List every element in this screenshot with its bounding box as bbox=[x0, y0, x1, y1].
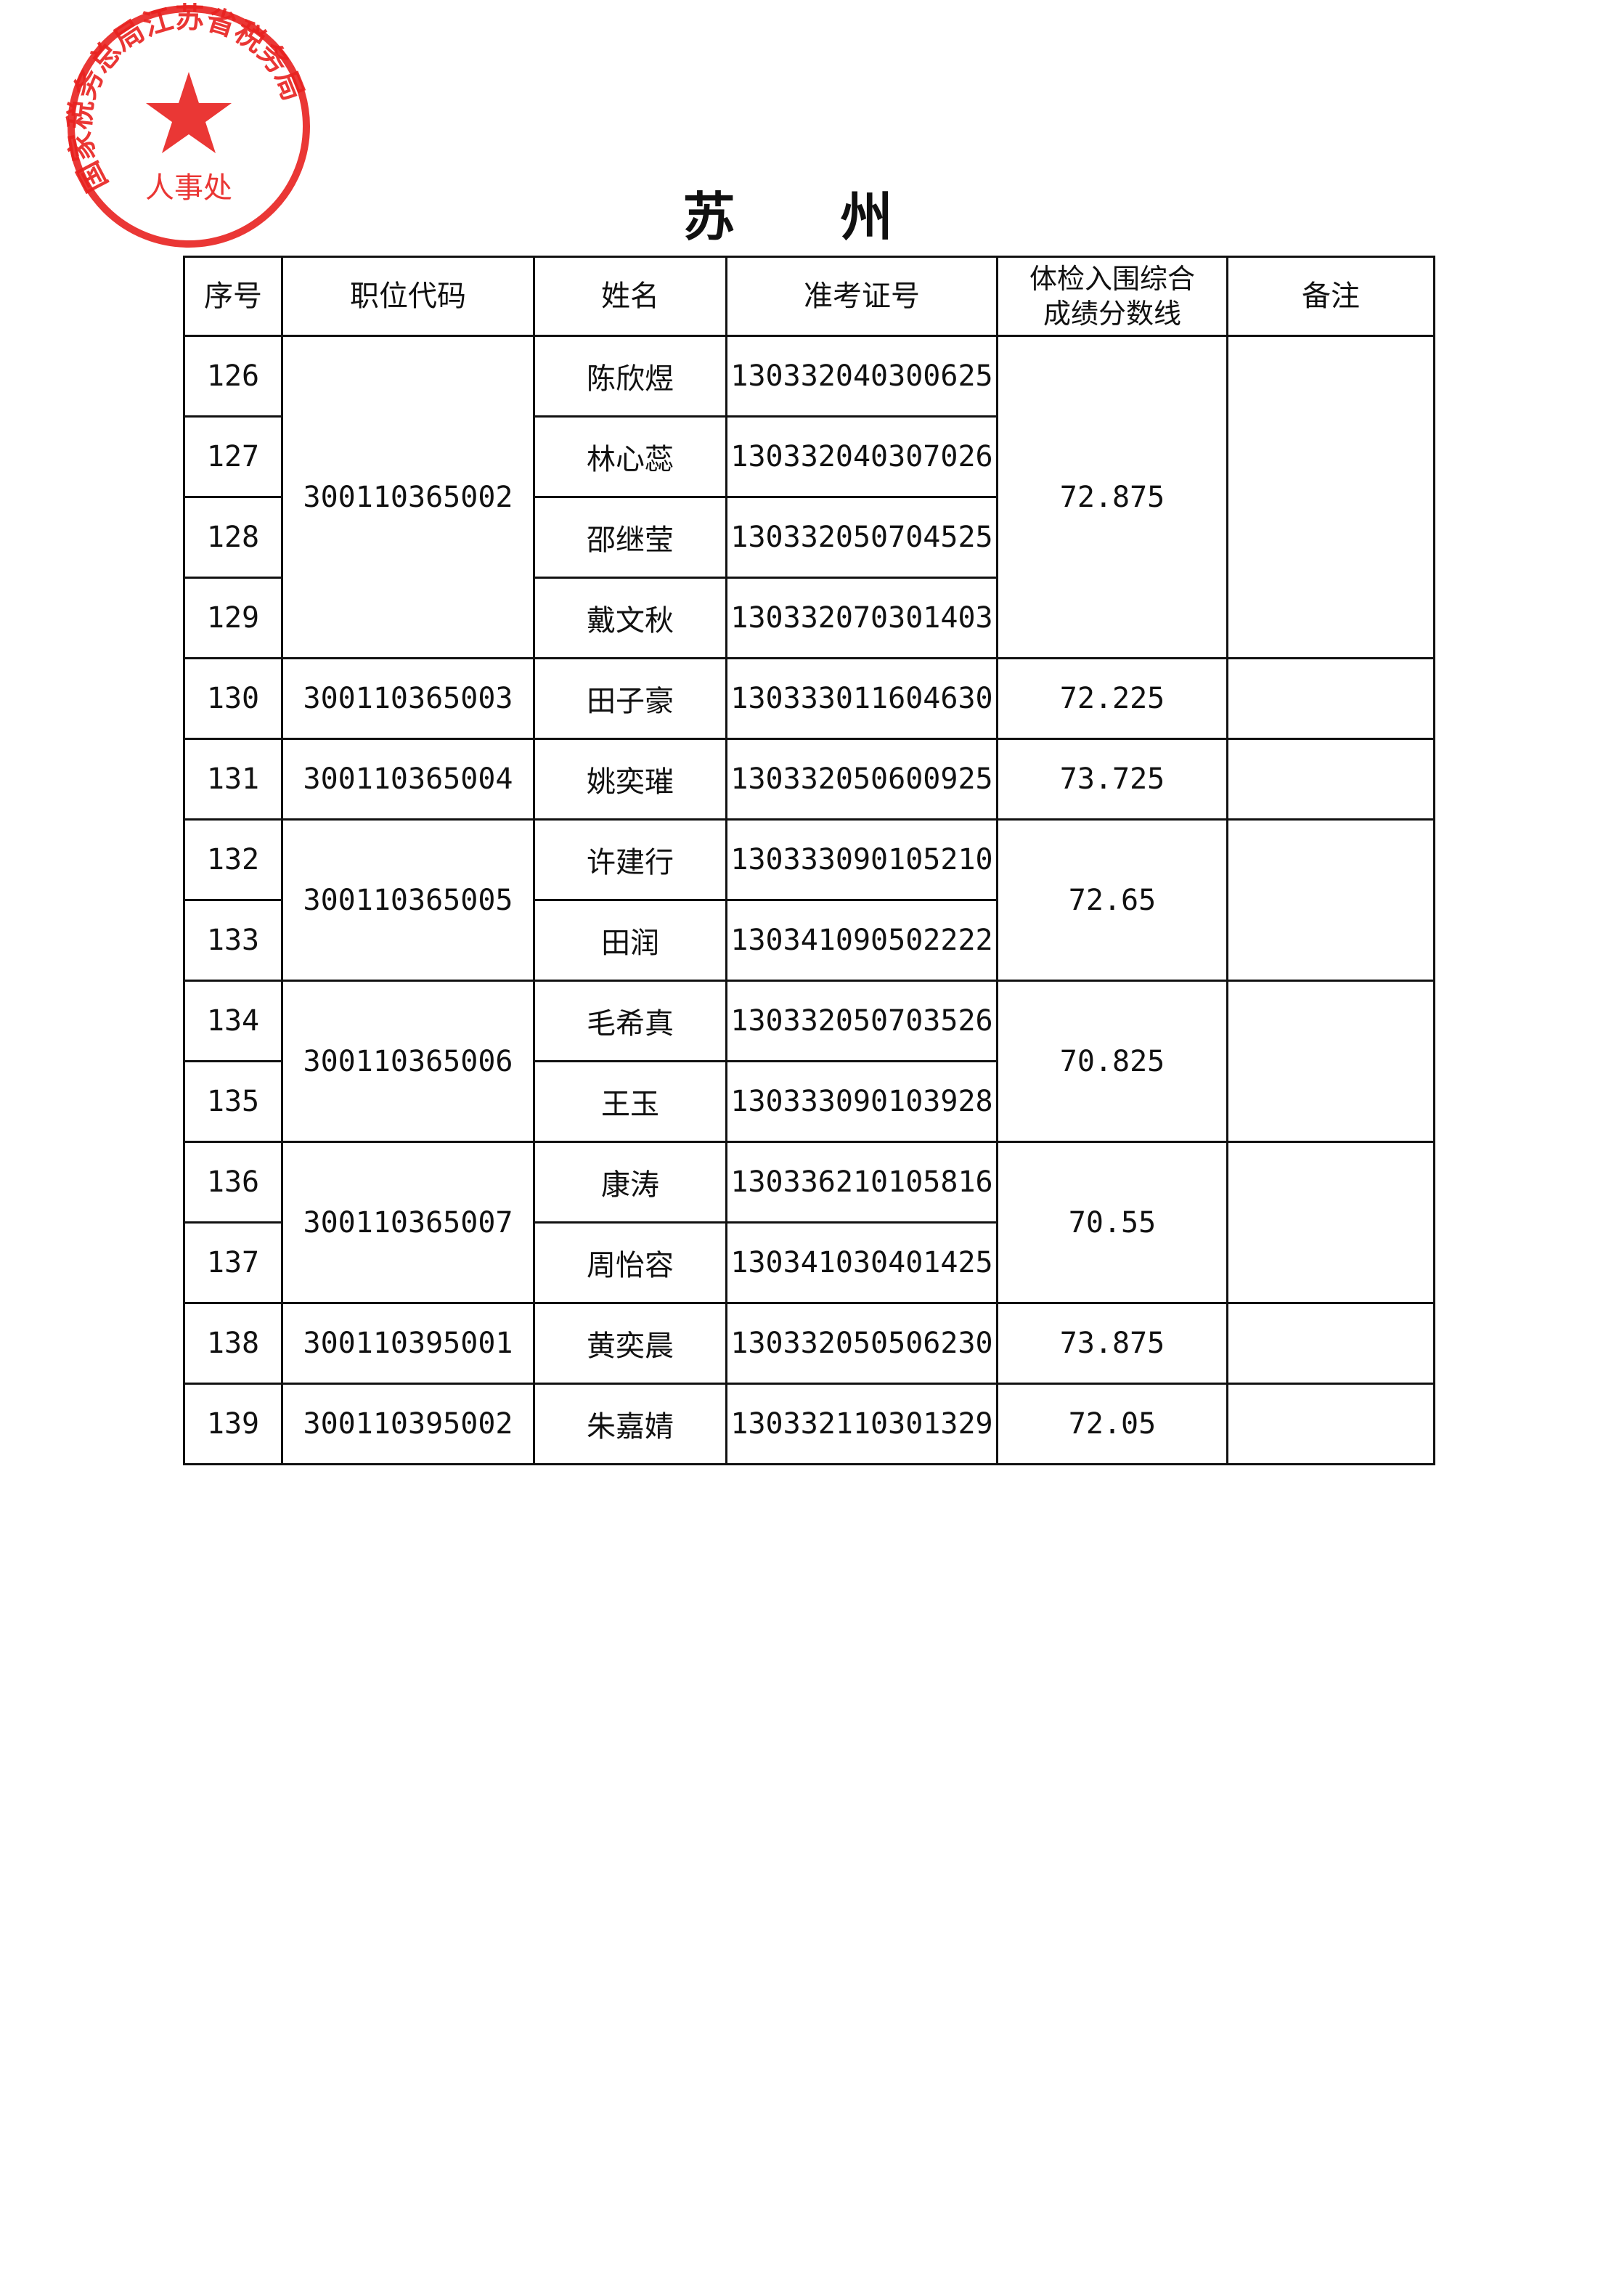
score-line: 70.55 bbox=[996, 1141, 1228, 1304]
header-remark: 备注 bbox=[1226, 256, 1435, 337]
candidate-name: 许建行 bbox=[533, 818, 727, 901]
exam-id: 130332070301403 bbox=[725, 577, 998, 659]
row-number: 133 bbox=[183, 899, 283, 982]
row-number: 136 bbox=[183, 1141, 283, 1224]
row-number: 129 bbox=[183, 577, 283, 659]
remark-cell bbox=[1226, 1383, 1435, 1465]
table-row: 132 300110365005 许建行 130333090105210 72.65 bbox=[183, 818, 1435, 982]
header-score-line2: 成绩分数线 bbox=[1043, 298, 1181, 330]
candidate-name: 田润 bbox=[533, 899, 727, 982]
row-number: 132 bbox=[183, 818, 283, 901]
header-exam-id: 准考证号 bbox=[725, 256, 998, 337]
exam-id: 130336210105816 bbox=[725, 1141, 998, 1224]
row-number: 131 bbox=[183, 738, 283, 821]
exam-id: 130332050703526 bbox=[725, 980, 998, 1062]
candidate-name: 戴文秋 bbox=[533, 577, 727, 659]
exam-id: 130333090105210 bbox=[725, 818, 998, 901]
exam-id: 130332050600925 bbox=[725, 738, 998, 821]
row-number: 138 bbox=[183, 1302, 283, 1385]
table-row: 133 田润 130341090502222 bbox=[183, 899, 1435, 982]
score-line: 72.225 bbox=[996, 657, 1228, 740]
position-code: 300110365006 bbox=[281, 980, 535, 1143]
candidate-name: 邵继莹 bbox=[533, 496, 727, 579]
remark-cell bbox=[1226, 818, 1435, 982]
remark-cell bbox=[1226, 1302, 1435, 1385]
position-code: 300110365002 bbox=[281, 335, 535, 659]
candidate-name: 王玉 bbox=[533, 1060, 727, 1143]
score-line: 72.05 bbox=[996, 1383, 1228, 1465]
row-number: 127 bbox=[183, 415, 283, 498]
row-number: 139 bbox=[183, 1383, 283, 1465]
position-code: 300110395001 bbox=[281, 1302, 535, 1385]
remark-cell bbox=[1226, 738, 1435, 821]
table-row: 126 300110365002 陈欣煜 130332040300625 72.875 bbox=[183, 335, 1435, 659]
candidate-name: 姚奕璀 bbox=[533, 738, 727, 821]
position-code: 300110395002 bbox=[281, 1383, 535, 1465]
table-row: 137 周怡容 130341030401425 bbox=[183, 1221, 1435, 1304]
score-line: 73.725 bbox=[996, 738, 1228, 821]
table-row: 130 300110365003 田子豪 130333011604630 72.225 bbox=[183, 657, 1435, 740]
score-line: 70.825 bbox=[996, 980, 1228, 1143]
table-row: 129 戴文秋 130332070301403 bbox=[183, 577, 1435, 659]
candidate-name: 周怡容 bbox=[533, 1221, 727, 1304]
exam-id: 130333011604630 bbox=[725, 657, 998, 740]
position-code: 300110365004 bbox=[281, 738, 535, 821]
exam-id: 130332110301329 bbox=[725, 1383, 998, 1465]
table-row: 139 300110395002 朱嘉婧 130332110301329 72.05 bbox=[183, 1383, 1435, 1465]
candidate-name: 林心蕊 bbox=[533, 415, 727, 498]
remark-cell bbox=[1226, 335, 1435, 659]
candidate-name: 田子豪 bbox=[533, 657, 727, 740]
header-code: 职位代码 bbox=[281, 256, 535, 337]
remark-cell bbox=[1226, 980, 1435, 1143]
candidate-name: 康涛 bbox=[533, 1141, 727, 1224]
exam-id: 130332040300625 bbox=[725, 335, 998, 418]
row-number: 128 bbox=[183, 496, 283, 579]
table-row: 134 300110365006 毛希真 130332050703526 70.825 bbox=[183, 980, 1435, 1143]
table-row: 135 王玉 130333090103928 bbox=[183, 1060, 1435, 1143]
row-number: 126 bbox=[183, 335, 283, 418]
header-name: 姓名 bbox=[533, 256, 727, 337]
star-icon bbox=[146, 72, 232, 153]
header-score-line1: 体检入围综合 bbox=[1029, 263, 1195, 295]
exam-id: 130332050506230 bbox=[725, 1302, 998, 1385]
position-code: 300110365007 bbox=[281, 1141, 535, 1304]
exam-id: 130332040307026 bbox=[725, 415, 998, 498]
candidate-name: 朱嘉婧 bbox=[533, 1383, 727, 1465]
exam-id: 130341030401425 bbox=[725, 1221, 998, 1304]
svg-text:国家税务总局江苏省税务局: 国家税务总局江苏省税务局 bbox=[65, 3, 311, 198]
header-no: 序号 bbox=[183, 256, 283, 337]
candidate-name: 陈欣煜 bbox=[533, 335, 727, 418]
exam-id: 130333090103928 bbox=[725, 1060, 998, 1143]
table-row: 136 300110365007 康涛 130336210105816 70.55 bbox=[183, 1141, 1435, 1304]
exam-id: 130341090502222 bbox=[725, 899, 998, 982]
exam-id: 130332050704525 bbox=[725, 496, 998, 579]
remark-cell bbox=[1226, 657, 1435, 740]
row-number: 134 bbox=[183, 980, 283, 1062]
score-line: 73.875 bbox=[996, 1302, 1228, 1385]
table-row: 128 邵继莹 130332050704525 bbox=[183, 496, 1435, 579]
table-row: 138 300110395001 黄奕晨 130332050506230 73.875 bbox=[183, 1302, 1435, 1385]
position-code: 300110365003 bbox=[281, 657, 535, 740]
candidate-name: 毛希真 bbox=[533, 980, 727, 1062]
position-code: 300110365005 bbox=[281, 818, 535, 982]
results-table: 序号 职位代码 姓名 准考证号 体检入围综合 成绩分数线 备注 126 30011… bbox=[183, 256, 1435, 1465]
row-number: 130 bbox=[183, 657, 283, 740]
row-number: 135 bbox=[183, 1060, 283, 1143]
row-number: 137 bbox=[183, 1221, 283, 1304]
table-header-row: 序号 职位代码 姓名 准考证号 体检入围综合 成绩分数线 备注 bbox=[183, 256, 1435, 337]
score-line: 72.65 bbox=[996, 818, 1228, 982]
table-row: 131 300110365004 姚奕璀 130332050600925 73.725 bbox=[183, 738, 1435, 821]
remark-cell bbox=[1226, 1141, 1435, 1304]
table-row: 127 林心蕊 130332040307026 bbox=[183, 415, 1435, 498]
candidate-name: 黄奕晨 bbox=[533, 1302, 727, 1385]
page-title: 苏 州 bbox=[682, 186, 937, 248]
header-score: 体检入围综合 成绩分数线 bbox=[996, 256, 1228, 337]
score-line: 72.875 bbox=[996, 335, 1228, 659]
